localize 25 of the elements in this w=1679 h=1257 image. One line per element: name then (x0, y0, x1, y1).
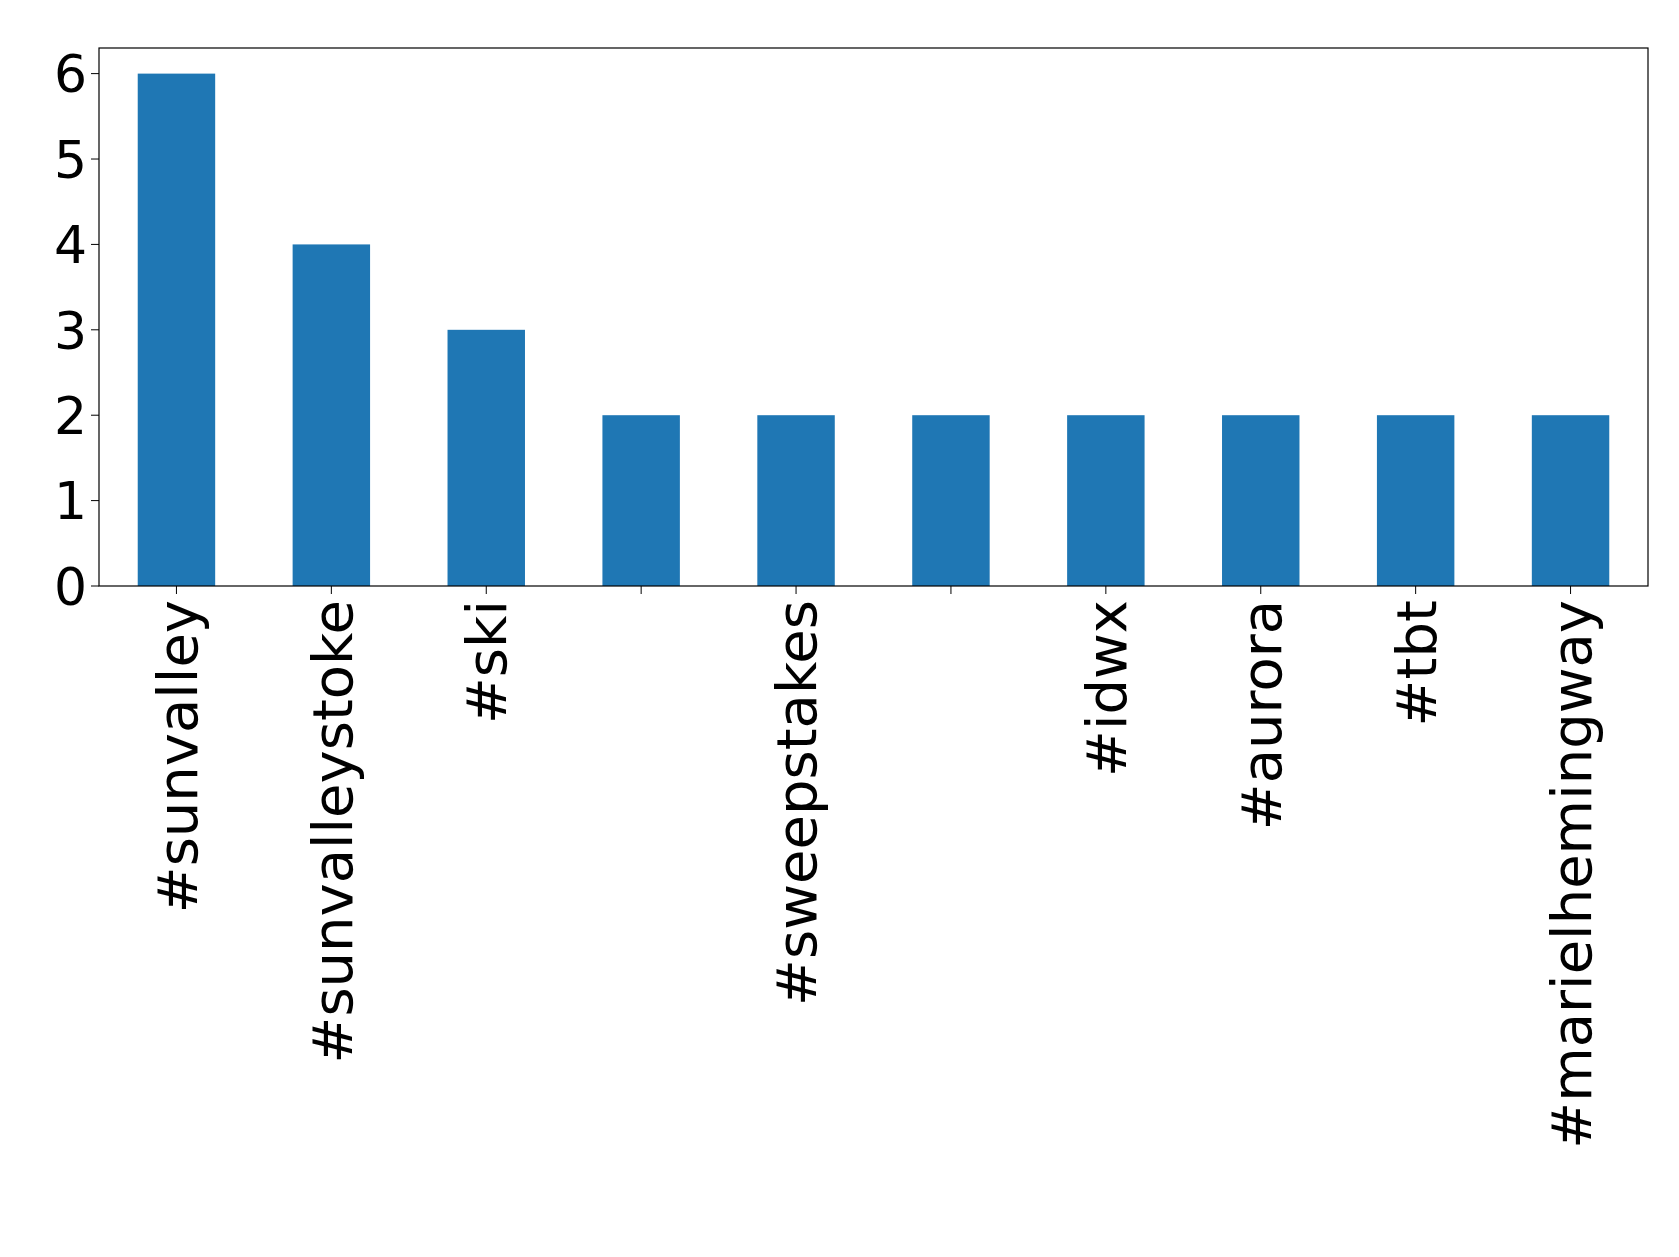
bar (447, 329, 525, 586)
x-tick-label: #sunvalley (144, 600, 210, 914)
y-tick-label: 2 (53, 385, 87, 446)
x-tick-label: #sweepstakes (764, 600, 830, 1006)
y-tick-label: 6 (53, 44, 87, 105)
y-tick-label: 5 (53, 129, 87, 190)
bar (1222, 415, 1300, 586)
y-tick-label: 1 (53, 471, 87, 532)
x-tick-label: #aurora (1228, 600, 1294, 831)
y-tick-label: 4 (53, 215, 87, 276)
x-tick-label: #ski (454, 600, 520, 725)
y-tick-label: 3 (53, 300, 87, 361)
bar (602, 415, 680, 586)
bar (1376, 415, 1455, 586)
bar (1531, 415, 1610, 586)
bar (757, 415, 835, 586)
x-tick-label: #tbt (1383, 600, 1449, 727)
bar (292, 244, 371, 586)
x-tick-label: #marielhemingway (1538, 600, 1604, 1149)
bar (1067, 415, 1145, 586)
x-tick-label: #sunvalleystoke (299, 600, 365, 1064)
x-tick-label: #idwx (1074, 600, 1140, 777)
bar (912, 415, 990, 586)
y-tick-label: 0 (53, 556, 87, 617)
bar (137, 73, 216, 586)
